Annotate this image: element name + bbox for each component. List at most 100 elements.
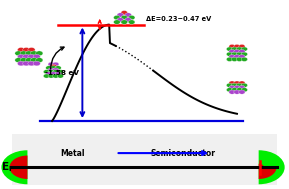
Wedge shape xyxy=(259,164,264,167)
Circle shape xyxy=(121,15,128,20)
Circle shape xyxy=(48,68,54,72)
Bar xyxy=(12,134,277,185)
Circle shape xyxy=(234,44,240,49)
Circle shape xyxy=(231,57,238,61)
Text: Metal: Metal xyxy=(61,149,85,158)
Circle shape xyxy=(236,47,243,51)
Text: Semiconductor: Semiconductor xyxy=(150,149,215,158)
Circle shape xyxy=(239,90,245,94)
Circle shape xyxy=(234,55,240,59)
Circle shape xyxy=(36,58,43,63)
Circle shape xyxy=(50,66,57,70)
Circle shape xyxy=(46,72,52,76)
Circle shape xyxy=(53,70,59,74)
Circle shape xyxy=(234,50,240,54)
Circle shape xyxy=(28,61,35,66)
Circle shape xyxy=(48,62,54,66)
Circle shape xyxy=(239,81,245,85)
Circle shape xyxy=(50,64,57,68)
Circle shape xyxy=(43,70,50,74)
Circle shape xyxy=(231,52,238,56)
Circle shape xyxy=(43,74,50,78)
Circle shape xyxy=(241,57,248,61)
Circle shape xyxy=(239,44,245,49)
Circle shape xyxy=(231,88,238,92)
Circle shape xyxy=(15,58,22,63)
Circle shape xyxy=(229,55,235,59)
Circle shape xyxy=(17,47,25,52)
Circle shape xyxy=(229,50,235,54)
Circle shape xyxy=(239,85,245,90)
Wedge shape xyxy=(259,150,285,184)
Circle shape xyxy=(229,85,235,90)
Circle shape xyxy=(117,13,124,17)
Circle shape xyxy=(125,13,131,17)
Circle shape xyxy=(128,15,135,20)
Wedge shape xyxy=(10,156,27,179)
Circle shape xyxy=(241,52,248,56)
Circle shape xyxy=(17,54,25,59)
Text: -1.58 eV: -1.58 eV xyxy=(45,70,79,76)
Circle shape xyxy=(121,11,128,15)
Circle shape xyxy=(226,57,233,61)
Circle shape xyxy=(236,57,243,61)
Circle shape xyxy=(236,88,243,92)
Circle shape xyxy=(128,20,135,24)
Circle shape xyxy=(36,51,43,56)
Wedge shape xyxy=(259,167,277,179)
Circle shape xyxy=(53,62,59,66)
Circle shape xyxy=(53,68,59,72)
Circle shape xyxy=(241,47,248,51)
Circle shape xyxy=(48,70,54,74)
Circle shape xyxy=(241,88,248,92)
Circle shape xyxy=(57,70,64,74)
Circle shape xyxy=(23,47,30,52)
Circle shape xyxy=(234,90,240,94)
Circle shape xyxy=(55,72,61,76)
Circle shape xyxy=(234,81,240,85)
Circle shape xyxy=(121,20,128,24)
Circle shape xyxy=(23,61,30,66)
Circle shape xyxy=(28,47,35,52)
Circle shape xyxy=(226,83,233,87)
Circle shape xyxy=(234,85,240,90)
Circle shape xyxy=(114,15,120,20)
Circle shape xyxy=(57,74,64,78)
Circle shape xyxy=(20,58,27,63)
Circle shape xyxy=(53,74,59,78)
Circle shape xyxy=(50,72,57,76)
Circle shape xyxy=(226,88,233,92)
Circle shape xyxy=(231,83,238,87)
Circle shape xyxy=(23,54,30,59)
Circle shape xyxy=(241,83,248,87)
Wedge shape xyxy=(1,150,27,184)
Circle shape xyxy=(48,74,54,78)
Circle shape xyxy=(229,90,235,94)
Circle shape xyxy=(30,58,38,63)
Circle shape xyxy=(17,61,25,66)
Circle shape xyxy=(30,51,38,56)
Circle shape xyxy=(55,66,61,70)
Circle shape xyxy=(46,66,52,70)
Circle shape xyxy=(125,18,131,22)
Circle shape xyxy=(33,54,40,59)
Circle shape xyxy=(239,55,245,59)
Circle shape xyxy=(25,51,33,56)
Circle shape xyxy=(33,61,40,66)
Circle shape xyxy=(28,54,35,59)
Text: $\mathbf{E_F}$: $\mathbf{E_F}$ xyxy=(1,160,15,174)
Circle shape xyxy=(231,47,238,51)
Circle shape xyxy=(20,51,27,56)
Circle shape xyxy=(114,20,120,24)
Circle shape xyxy=(236,52,243,56)
Text: ΔE=0.23~0.47 eV: ΔE=0.23~0.47 eV xyxy=(146,16,211,22)
Circle shape xyxy=(236,83,243,87)
Circle shape xyxy=(226,52,233,56)
Circle shape xyxy=(25,58,33,63)
Circle shape xyxy=(239,50,245,54)
Circle shape xyxy=(15,51,22,56)
Circle shape xyxy=(229,44,235,49)
Circle shape xyxy=(229,81,235,85)
Circle shape xyxy=(117,18,124,22)
Circle shape xyxy=(226,47,233,51)
